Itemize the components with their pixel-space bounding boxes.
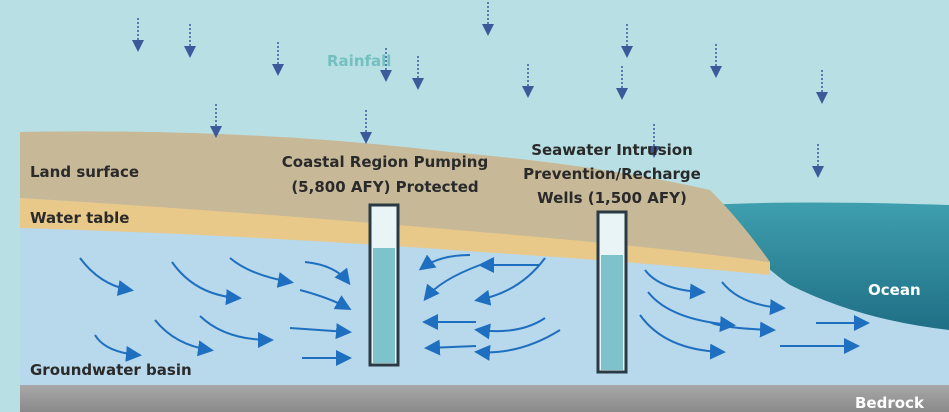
well [368,203,400,367]
bedrock-layer [20,385,949,412]
well-label: Coastal Region Pumping [282,153,488,171]
well [596,210,628,374]
ocean-label: Ocean [868,281,921,299]
flow-arrows [79,254,870,366]
well-label: Wells (1,500 AFY) [537,189,687,207]
groundwater-basin-label: Groundwater basin [30,361,192,379]
bedrock-label: Bedrock [855,394,925,412]
ocean-body [705,202,949,330]
land-layer [20,131,770,262]
well-label: Seawater Intrusion [531,141,693,159]
rain [132,2,828,178]
land-surface-label: Land surface [30,163,139,181]
well-label: (5,800 AFY) Protected [291,178,478,196]
rainfall-label: Rainfall [327,52,391,70]
well-label: Prevention/Recharge [523,165,701,183]
water-table-label: Water table [30,209,129,227]
